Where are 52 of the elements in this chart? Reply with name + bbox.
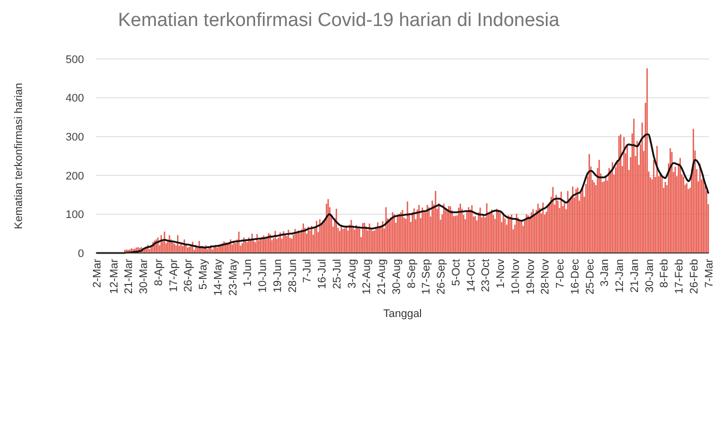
y-tick-label: 500 [66, 54, 84, 66]
x-tick-label: 16-Jul [316, 259, 329, 289]
y-tick-label: 200 [66, 170, 84, 182]
x-tick-label: 26-Feb [688, 259, 700, 294]
line-series [96, 133, 710, 254]
x-tick-label: 26-Apr [182, 258, 195, 292]
x-tick-label: 28-Nov [540, 258, 552, 294]
x-tick-label: 14-May [212, 258, 224, 296]
x-tick-label: 14-Oct [465, 259, 478, 292]
x-tick-label: 12-Aug [361, 259, 374, 294]
x-tick-label: 1-Nov [495, 258, 508, 288]
x-tick-label: 16-Dec [569, 258, 582, 294]
x-tick-label: 3-Aug [346, 259, 358, 288]
x-tick-label: 21-Aug [376, 259, 388, 294]
x-tick-label: 8-Sep [406, 259, 418, 288]
chart-title: Kematian terkonfirmasi Covid-19 harian di Indonesia [118, 10, 560, 31]
y-axis-title: Kematian terkonfirmasi harian [13, 82, 25, 230]
x-tick-label: 8-Feb [658, 259, 671, 288]
x-tick-label: 5-Oct [450, 259, 462, 286]
x-tick-label: 23-May [227, 258, 240, 296]
x-tick-label: 5-May [198, 258, 210, 290]
x-tick-label: 2-Mar [92, 258, 104, 288]
x-tick-label: 17-Sep [420, 259, 433, 294]
x-tick-label: 17-Apr [168, 258, 180, 292]
y-tick-label: 100 [66, 209, 84, 222]
x-tick-label: 26-Sep [436, 259, 448, 294]
x-tick-label: 10-Nov [510, 258, 522, 294]
x-tick-label: 25-Jul [331, 259, 344, 289]
x-tick-label: 30-Jan [644, 259, 656, 293]
x-tick-label: 28-Jun [286, 259, 299, 293]
x-tick-label: 12-Mar [108, 258, 120, 294]
x-tick-label: 19-Jun [272, 259, 284, 293]
x-tick-label: 7-Mar [703, 258, 716, 288]
x-tick-label: 12-Jan [614, 259, 626, 293]
x-tick-label: 7-Jul [302, 259, 314, 283]
x-tick-label: 3-Jan [599, 259, 612, 287]
x-tick-label: 30-Aug [390, 259, 403, 294]
x-tick-label: 19-Nov [524, 258, 537, 294]
x-tick-label: 8-Apr [152, 258, 165, 286]
x-tick-label: 25-Dec [584, 258, 596, 294]
x-tick-label: 21-Jan [628, 259, 641, 293]
y-tick-label: 400 [66, 92, 84, 105]
x-tick-label: 30-Mar [138, 258, 150, 294]
y-tick-label: 0 [78, 248, 84, 260]
x-tick-label: 10-Jun [257, 259, 270, 293]
x-axis-title: Tanggal [383, 308, 422, 320]
x-tick-label: 23-Oct [480, 259, 492, 292]
x-tick-label: 1-Jun [242, 259, 254, 287]
x-tick-label: 21-Mar [123, 258, 136, 294]
y-tick-label: 300 [66, 131, 84, 144]
x-tick-label: 17-Feb [674, 259, 686, 294]
x-tick-label: 7-Dec [554, 258, 567, 288]
